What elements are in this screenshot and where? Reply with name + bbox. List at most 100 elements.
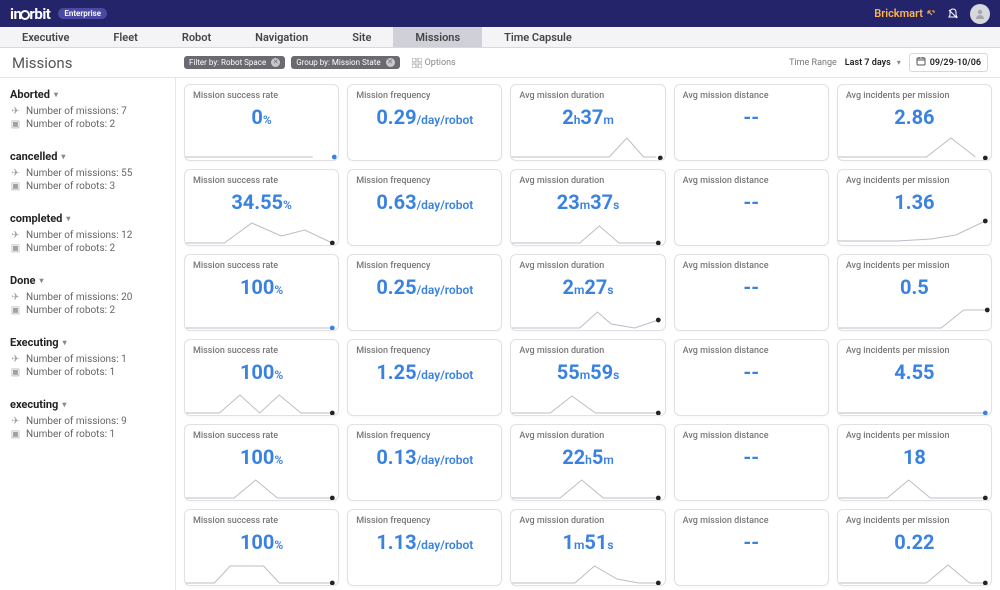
nav-tab-site[interactable]: Site [330,27,393,47]
sidebar-group: cancelled ▾✈Number of missions: 55▣Numbe… [10,150,165,192]
brand-logo: inrbit [10,5,50,23]
group-missions-count: ✈Number of missions: 12 [10,230,165,241]
filter-chip-robot-space[interactable]: Filter by: Robot Space ✕ [184,56,285,69]
chevron-down-icon: ▾ [61,152,65,161]
metric-card[interactable]: Avg incidents per mission0.22 [837,509,992,586]
metric-card[interactable]: Avg mission duration22h5m [510,424,665,501]
card-value: 0.5 [846,275,983,299]
nav-tab-fleet[interactable]: Fleet [91,27,159,47]
metric-card[interactable]: Avg incidents per mission2.86 [837,84,992,161]
chevron-down-icon: ▾ [54,90,58,99]
metric-card[interactable]: Avg mission duration55m59s [510,339,665,416]
card-value: -- [683,105,820,129]
subheader: Missions Filter by: Robot Space ✕ Group … [0,48,1000,78]
group-toggle[interactable]: Aborted ▾ [10,88,165,101]
options-button[interactable]: Options [412,58,456,68]
nav-tab-missions[interactable]: Missions [393,27,482,47]
metric-card[interactable]: Avg mission distance-- [674,424,829,501]
card-label: Avg incidents per mission [846,516,983,526]
group-robots-count: ▣Number of robots: 2 [10,119,165,130]
robot-icon: ▣ [10,367,21,378]
metric-card[interactable]: Mission frequency1.13/day/robot [347,509,502,586]
metric-card[interactable]: Avg mission duration1m51s [510,509,665,586]
robot-icon: ▣ [10,429,21,440]
close-icon[interactable]: ✕ [271,58,280,67]
sidebar-group: executing ▾ ✈Number of missions: 9 ▣Number… [10,398,165,440]
metric-card[interactable]: Avg incidents per mission 4.55 [837,339,992,416]
card-value: 4.55 [846,360,983,384]
notifications-icon[interactable] [946,7,960,21]
group-robots-count: ▣Number of robots: 2 [10,305,165,316]
metric-card[interactable]: Mission success rate 100% [184,254,339,331]
chevron-down-icon: ▾ [66,214,70,223]
card-label: Mission success rate [193,431,330,441]
topbar: inrbit Enterprise Brickmart [0,0,1000,27]
sidebar-group: Executing ▾✈Number of missions: 1▣Number… [10,336,165,378]
card-value: 2.86 [846,105,983,129]
card-value: 1m51s [519,530,656,554]
group-toggle[interactable]: cancelled ▾ [10,150,165,163]
card-label: Avg mission distance [683,431,820,441]
card-value: 100% [193,275,330,299]
metric-card[interactable]: Avg mission distance-- [674,339,829,416]
metric-card[interactable]: Avg incidents per mission1.36 [837,169,992,246]
metric-card[interactable]: Mission success rate0% [184,84,339,161]
group-toggle[interactable]: completed ▾ [10,212,165,225]
metric-card[interactable]: Mission frequency0.29/day/robot [347,84,502,161]
card-value: 2h37m [519,105,656,129]
card-label: Avg mission distance [683,91,820,101]
cards-row: Mission success rate 100% Mission frequenc… [184,254,992,331]
close-icon[interactable]: ✕ [386,58,395,67]
nav-tabs: ExecutiveFleetRobotNavigationSiteMission… [0,27,1000,48]
card-label: Mission success rate [193,516,330,526]
metric-card[interactable]: Avg mission duration2h37m [510,84,665,161]
nav-tab-navigation[interactable]: Navigation [233,27,330,47]
metric-card[interactable]: Avg mission duration2m27s [510,254,665,331]
time-range-select[interactable]: Last 7 days ▾ [845,58,901,68]
date-range-picker[interactable]: 09/29-10/06 [909,53,988,72]
metric-card[interactable]: Avg incidents per mission0.5 [837,254,992,331]
nav-tab-time-capsule[interactable]: Time Capsule [482,27,594,47]
metric-card[interactable]: Mission frequency0.13/day/robot [347,424,502,501]
metric-card[interactable]: Mission success rate100% [184,339,339,416]
company-link[interactable]: Brickmart [874,7,936,20]
metric-card[interactable]: Mission success rate34.55% [184,169,339,246]
metric-card[interactable]: Mission success rate 100% [184,509,339,586]
metric-card[interactable]: Avg mission duration23m37s [510,169,665,246]
filter-chip-mission-state[interactable]: Group by: Mission State ✕ [291,56,399,69]
metric-card[interactable]: Mission frequency0.63/day/robot [347,169,502,246]
metric-card[interactable]: Avg mission distance-- [674,169,829,246]
card-label: Avg incidents per mission [846,346,983,356]
group-toggle[interactable]: executing ▾ [10,398,165,411]
metric-card[interactable]: Avg mission distance-- [674,509,829,586]
robot-icon: ▣ [10,305,21,316]
card-label: Avg mission duration [519,346,656,356]
nav-tab-robot[interactable]: Robot [160,27,233,47]
metric-card[interactable]: Avg incidents per mission18 [837,424,992,501]
page-title: Missions [12,54,172,72]
card-value: 0.13/day/robot [356,445,493,469]
card-label: Avg incidents per mission [846,431,983,441]
nav-tab-executive[interactable]: Executive [0,27,91,47]
card-label: Mission success rate [193,176,330,186]
metric-card[interactable]: Mission success rate100% [184,424,339,501]
sidebar-group: Done ▾✈Number of missions: 20▣Number of … [10,274,165,316]
metric-card[interactable]: Avg mission distance-- [674,254,829,331]
metric-card[interactable]: Mission frequency0.25/day/robot [347,254,502,331]
card-value: -- [683,530,820,554]
group-toggle[interactable]: Executing ▾ [10,336,165,349]
card-value: 100% [193,530,330,554]
card-label: Mission success rate [193,261,330,271]
group-toggle[interactable]: Done ▾ [10,274,165,287]
rocket-icon: ✈ [10,106,21,117]
card-label: Mission frequency [356,91,493,101]
metric-card[interactable]: Mission frequency1.25/day/robot [347,339,502,416]
metric-card[interactable]: Avg mission distance -- [674,84,829,161]
rocket-icon: ✈ [10,292,21,303]
sidebar-group: Aborted ▾✈Number of missions: 7▣Number o… [10,88,165,130]
group-missions-count: ✈Number of missions: 9 [10,416,165,427]
user-avatar[interactable] [970,4,990,24]
sidebar-group: completed ▾✈Number of missions: 12▣Numbe… [10,212,165,254]
group-robots-count: ▣Number of robots: 1 [10,429,165,440]
card-value: 1.36 [846,190,983,214]
